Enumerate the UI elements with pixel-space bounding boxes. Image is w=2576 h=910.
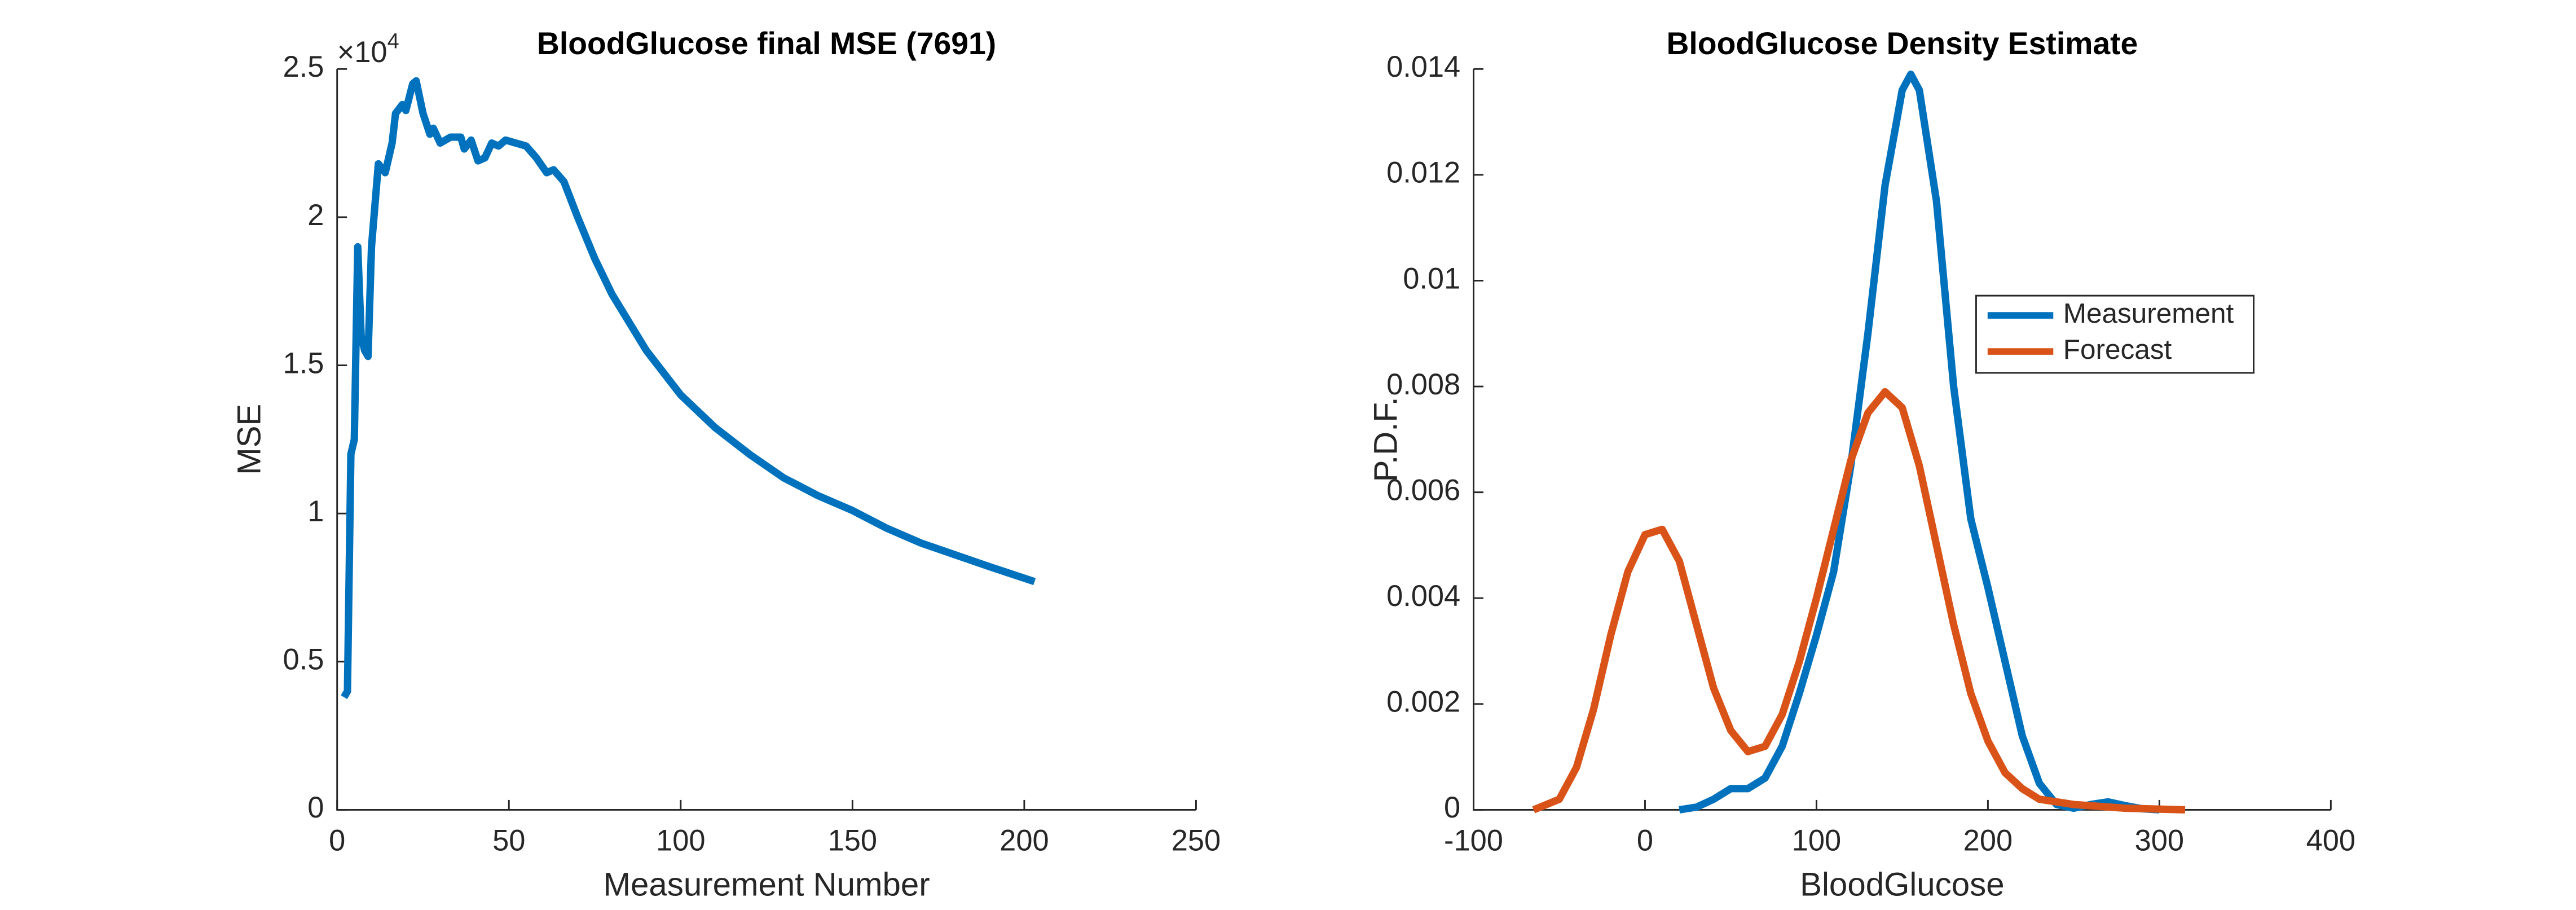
y-tick-label: 0.5 — [283, 644, 324, 676]
y-axis-label: MSE — [231, 404, 268, 475]
y-tick-label: 0.004 — [1386, 580, 1460, 613]
y-tick-label: 0.01 — [1403, 262, 1460, 295]
x-tick-label: 100 — [1792, 824, 1841, 857]
y-tick-label: 1 — [307, 495, 324, 528]
x-tick-label: 200 — [999, 824, 1049, 857]
y-tick-label: 0.012 — [1386, 157, 1460, 190]
chart-title: BloodGlucose final MSE (7691) — [537, 26, 996, 61]
x-tick-label: 200 — [1963, 824, 2013, 857]
x-tick-label: 300 — [2135, 824, 2184, 857]
y-tick-label: 0.002 — [1386, 686, 1460, 719]
x-axis-label: Measurement Number — [603, 867, 930, 903]
y-tick-label: 1.5 — [283, 347, 324, 380]
y-multiplier: ×104 — [337, 30, 399, 69]
y-tick-label: 0.014 — [1386, 51, 1460, 83]
legend-label: Measurement — [2063, 298, 2234, 329]
x-axis-label: BloodGlucose — [1800, 867, 2004, 903]
y-multiplier-base: ×10 — [337, 36, 387, 69]
y-tick-label: 0 — [307, 792, 324, 824]
x-tick-label: 50 — [492, 824, 525, 857]
x-tick-label: 100 — [656, 824, 705, 857]
y-tick-label: 0.008 — [1386, 368, 1460, 401]
y-tick-label: 0 — [1444, 792, 1460, 824]
axes-lines — [336, 69, 1196, 811]
data-line — [1532, 388, 2186, 814]
x-tick-label: 0 — [329, 824, 345, 857]
y-tick-label: 2.5 — [283, 51, 324, 83]
axes-lines — [1473, 69, 2331, 811]
x-tick-label: 250 — [1172, 824, 1221, 857]
x-tick-label: 0 — [1637, 824, 1653, 857]
x-tick-label: 150 — [828, 824, 877, 857]
y-axis-label: P.D.F. — [1367, 397, 1404, 482]
data-line — [1679, 71, 2160, 814]
chart-title: BloodGlucose Density Estimate — [1667, 26, 2138, 61]
y-tick-label: 0.006 — [1386, 474, 1460, 507]
data-line — [341, 77, 1036, 700]
x-tick-label: -100 — [1444, 824, 1503, 857]
x-tick-label: 400 — [2306, 824, 2355, 857]
y-tick-label: 2 — [307, 199, 324, 232]
legend-label: Forecast — [2063, 334, 2172, 365]
legend-box — [1975, 294, 2254, 374]
y-multiplier-exponent: 4 — [387, 30, 399, 54]
